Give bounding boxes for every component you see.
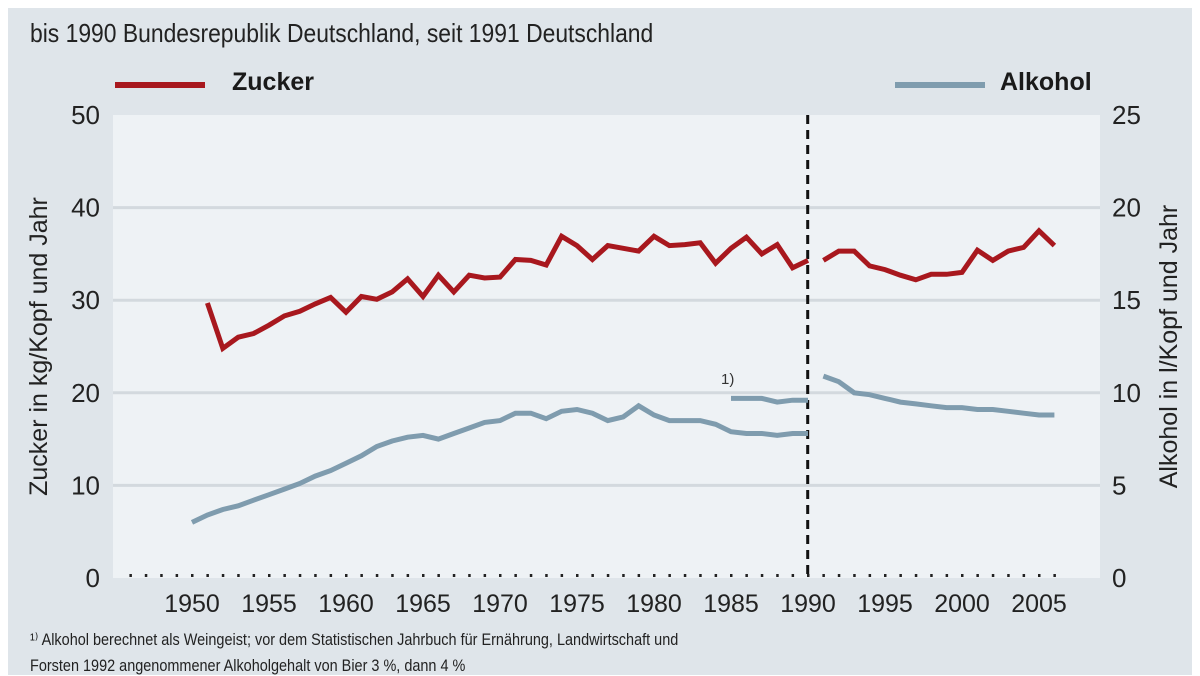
y-tick-label-right: 25 <box>1112 100 1141 130</box>
x-tick-mark <box>899 574 902 577</box>
x-tick-mark <box>176 574 179 577</box>
x-tick-mark <box>1053 574 1056 577</box>
plot-area <box>113 115 1100 578</box>
y-tick-label-left: 40 <box>71 193 100 223</box>
x-tick-mark <box>776 574 779 577</box>
x-tick-mark <box>499 574 502 577</box>
x-tick-mark <box>946 574 949 577</box>
x-tick-mark <box>853 574 856 577</box>
x-tick-label: 2005 <box>1011 590 1067 618</box>
x-tick-mark <box>807 574 810 577</box>
y-tick-label-left: 20 <box>71 378 100 408</box>
x-tick-label: 1975 <box>549 590 605 618</box>
x-tick-mark <box>668 574 671 577</box>
x-tick-mark <box>1038 574 1041 577</box>
x-tick-mark <box>191 574 194 577</box>
x-tick-mark <box>638 574 641 577</box>
x-tick-mark <box>684 574 687 577</box>
y-tick-label-right: 0 <box>1112 563 1126 593</box>
x-tick-mark <box>253 574 256 577</box>
x-tick-mark <box>653 574 656 577</box>
x-tick-mark <box>283 574 286 577</box>
y-tick-label-right: 15 <box>1112 285 1141 315</box>
x-tick-mark <box>930 574 933 577</box>
x-tick-mark <box>145 574 148 577</box>
x-tick-mark <box>268 574 271 577</box>
x-tick-mark <box>422 574 425 577</box>
x-tick-mark <box>822 574 825 577</box>
x-tick-label: 1955 <box>241 590 297 618</box>
x-tick-mark <box>345 574 348 577</box>
x-tick-mark <box>299 574 302 577</box>
y-tick-label-right: 5 <box>1112 470 1126 500</box>
x-tick-mark <box>206 574 209 577</box>
x-tick-mark <box>530 574 533 577</box>
x-tick-mark <box>1023 574 1026 577</box>
x-tick-mark <box>976 574 979 577</box>
x-tick-mark <box>514 574 517 577</box>
y-tick-label-right: 20 <box>1112 193 1141 223</box>
x-tick-mark <box>453 574 456 577</box>
y-axis-label-left: Zucker in kg/Kopf und Jahr <box>25 197 53 496</box>
x-tick-label: 1985 <box>703 590 759 618</box>
x-tick-mark <box>391 574 394 577</box>
x-tick-mark <box>591 574 594 577</box>
y-axis-label-right: Alkohol in l/Kopf und Jahr <box>1155 205 1183 489</box>
y-tick-label-left: 10 <box>71 470 100 500</box>
y-tick-label-left: 50 <box>71 100 100 130</box>
x-tick-mark <box>468 574 471 577</box>
footnote-line-1: ¹⁾ Alkohol berechnet als Weingeist; vor … <box>30 630 678 650</box>
x-tick-mark <box>314 574 317 577</box>
x-tick-label: 1965 <box>395 590 451 618</box>
x-tick-label: 1980 <box>626 590 682 618</box>
x-tick-mark <box>884 574 887 577</box>
x-tick-mark <box>622 574 625 577</box>
x-tick-mark <box>761 574 764 577</box>
x-tick-label: 1960 <box>318 590 374 618</box>
x-tick-mark <box>360 574 363 577</box>
x-tick-mark <box>376 574 379 577</box>
x-tick-label: 1950 <box>164 590 220 618</box>
x-tick-mark <box>1007 574 1010 577</box>
x-tick-mark <box>330 574 333 577</box>
x-tick-mark <box>745 574 748 577</box>
footnote-line-2: Forsten 1992 angenommener Alkoholgehalt … <box>30 656 465 676</box>
y-tick-label-right: 10 <box>1112 378 1141 408</box>
x-tick-mark <box>961 574 964 577</box>
footnote-marker: 1) <box>721 371 734 388</box>
x-tick-mark <box>561 574 564 577</box>
x-tick-mark <box>129 574 132 577</box>
x-tick-mark <box>699 574 702 577</box>
x-tick-mark <box>407 574 410 577</box>
x-tick-mark <box>792 574 795 577</box>
x-tick-mark <box>545 574 548 577</box>
x-tick-mark <box>992 574 995 577</box>
x-tick-label: 1990 <box>780 590 836 618</box>
x-tick-mark <box>838 574 841 577</box>
x-tick-mark <box>437 574 440 577</box>
x-tick-mark <box>715 574 718 577</box>
x-tick-mark <box>160 574 163 577</box>
x-tick-mark <box>237 574 240 577</box>
x-tick-mark <box>484 574 487 577</box>
x-tick-mark <box>915 574 918 577</box>
x-tick-mark <box>576 574 579 577</box>
x-tick-label: 1970 <box>472 590 528 618</box>
y-tick-label-left: 30 <box>71 285 100 315</box>
x-tick-mark <box>869 574 872 577</box>
x-tick-label: 2000 <box>934 590 990 618</box>
x-tick-mark <box>222 574 225 577</box>
x-tick-mark <box>607 574 610 577</box>
y-tick-label-left: 0 <box>86 563 100 593</box>
x-tick-mark <box>730 574 733 577</box>
x-tick-label: 1995 <box>857 590 913 618</box>
